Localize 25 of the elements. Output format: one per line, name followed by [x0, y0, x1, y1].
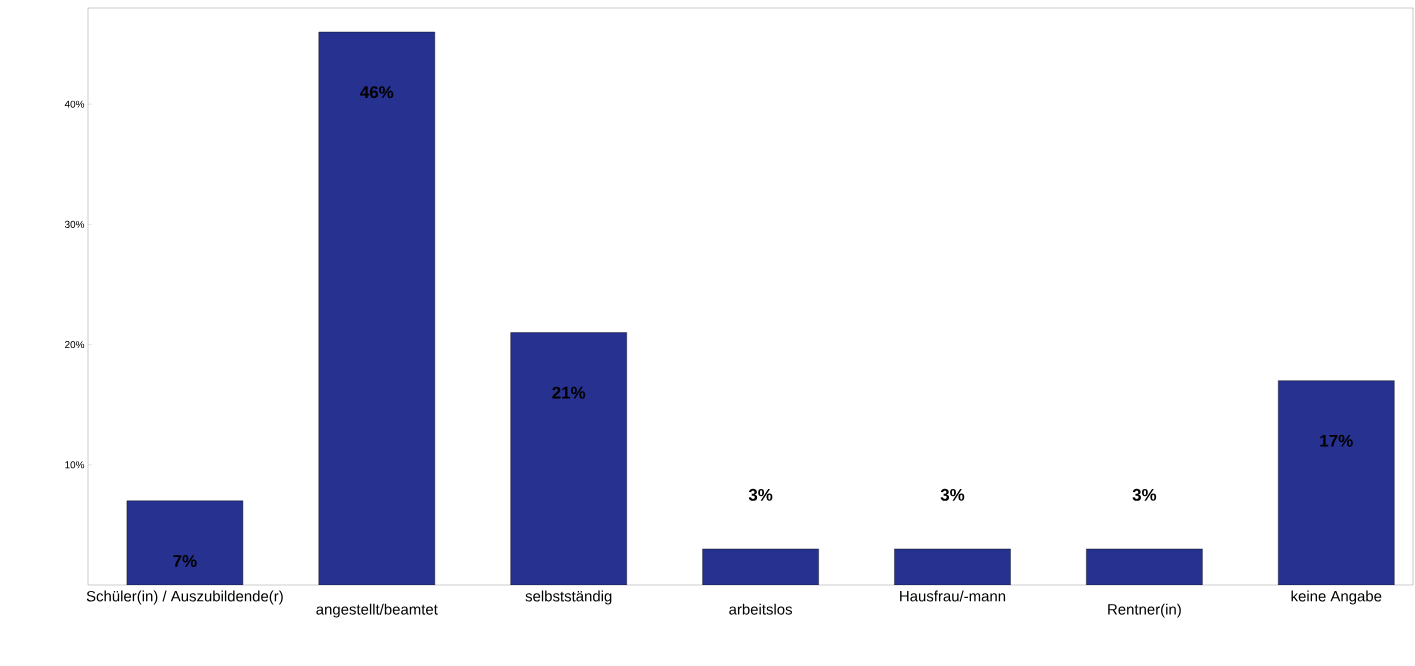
- data-label: 3%: [1132, 488, 1157, 501]
- bar: [894, 548, 1011, 585]
- data-label: 21%: [552, 386, 586, 399]
- bar: [1086, 548, 1203, 585]
- data-label: 3%: [940, 488, 965, 501]
- bar: [702, 548, 819, 585]
- x-tick-label: arbeitslos: [729, 603, 793, 615]
- y-tick-label: 40%: [64, 100, 85, 108]
- bar: [1278, 380, 1395, 585]
- x-tick-label: Rentner(in): [1108, 603, 1181, 618]
- bar: [126, 500, 244, 585]
- y-tick-label: 30%: [64, 220, 85, 228]
- y-tick-label: 10%: [65, 461, 85, 469]
- data-label: 7%: [173, 555, 197, 567]
- x-tick-label: angestellt/beamtet: [316, 603, 438, 618]
- x-tick-label: Schüler(in) / Auszubildende(r): [86, 590, 283, 605]
- data-label: 3%: [748, 488, 773, 501]
- data-label: 17%: [1320, 434, 1353, 447]
- x-tick-label: keine Angabe: [1291, 590, 1382, 605]
- y-tick-label: 20%: [65, 341, 85, 349]
- data-label: 46%: [360, 86, 394, 99]
- bar: [510, 332, 627, 585]
- x-tick-label: Hausfrau/-mann: [900, 590, 1006, 602]
- x-tick-label: selbstständig: [525, 590, 612, 605]
- bar: [318, 31, 435, 585]
